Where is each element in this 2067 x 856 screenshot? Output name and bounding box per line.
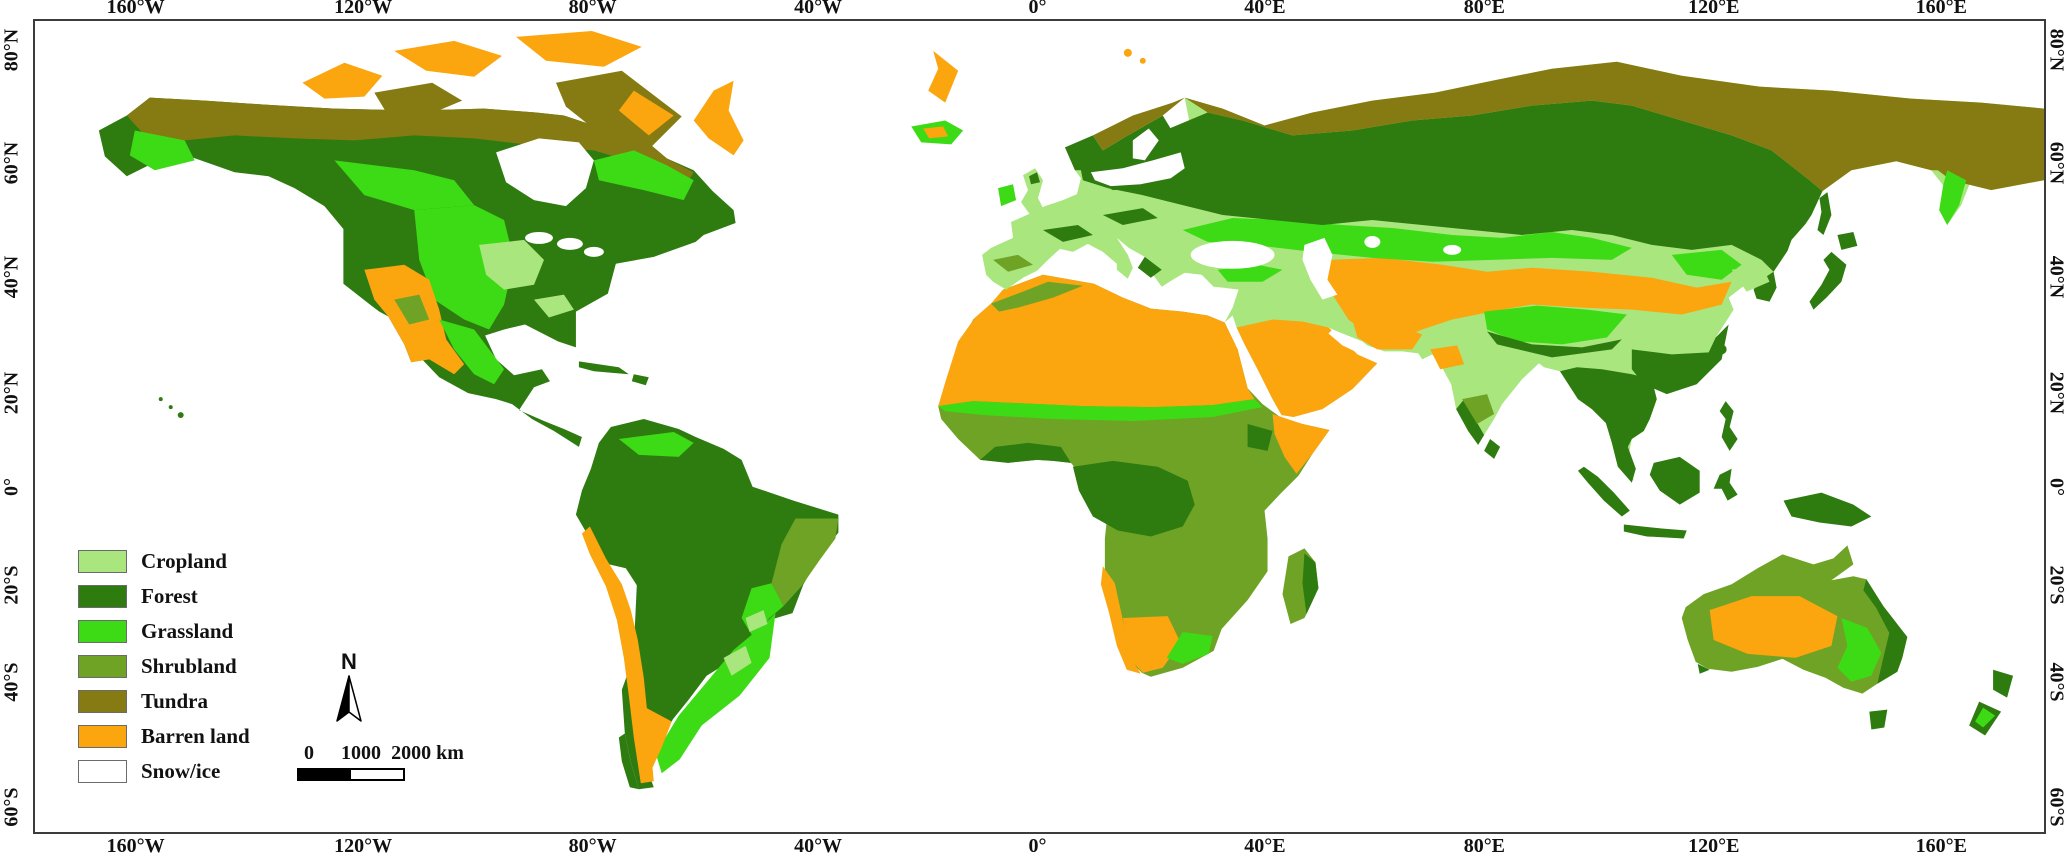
legend-box: Cropland Forest Grassland Shrubland Tundra Ba… xyxy=(78,544,250,789)
axis-tick-label: 80°W xyxy=(568,835,617,856)
axis-tick-label: 0° xyxy=(1028,835,1047,856)
axis-tick-label: 40°N xyxy=(0,256,23,299)
axis-tick-label: 40°E xyxy=(1244,0,1286,18)
axis-tick-label: 80°N xyxy=(0,28,23,72)
axis-tick-label: 0° xyxy=(1028,0,1047,18)
legend-label-tundra: Tundra xyxy=(141,689,208,713)
axis-tick-label: 60°S xyxy=(0,787,23,827)
axis-left: 80°N 60°N 40°N 20°N 0° 20°S 40°S 60°S xyxy=(0,19,31,834)
map-frame xyxy=(33,19,2046,834)
axis-tick-label: 120°W xyxy=(334,835,393,856)
scale-bar-segment-empty xyxy=(351,770,403,779)
axis-right: 80°N 60°N 40°N 20°N 0° 20°S 40°S 60°S xyxy=(2045,19,2067,834)
legend-swatch-shrubland xyxy=(78,655,127,678)
scale-bar-labels: 0 1000 2000 km xyxy=(297,742,477,764)
axis-tick-label: 80°W xyxy=(568,0,617,18)
axis-tick-label: 160°W xyxy=(106,835,165,856)
scale-bar-tick-label: 2000 km xyxy=(391,742,464,764)
legend-label-snow: Snow/ice xyxy=(141,759,221,783)
axis-tick-label: 40°S xyxy=(2045,662,2067,702)
axis-tick-label: 0° xyxy=(0,477,23,496)
axis-tick-label: 60°S xyxy=(2045,787,2067,827)
axis-tick-label: 60°N xyxy=(0,142,23,185)
axis-tick-label: 160°W xyxy=(106,0,165,18)
axis-tick-label: 40°S xyxy=(0,662,23,702)
axis-tick-label: 60°N xyxy=(2045,142,2067,185)
legend-swatch-barren xyxy=(78,725,127,748)
axis-tick-label: 40°W xyxy=(794,0,843,18)
axis-tick-label: 160°E xyxy=(1915,0,1967,18)
axis-tick-label: 40°N xyxy=(2045,256,2067,299)
legend-item-shrubland: Shrubland xyxy=(78,649,250,684)
legend-swatch-tundra xyxy=(78,690,127,713)
legend-item-grassland: Grassland xyxy=(78,614,250,649)
axis-tick-label: 40°W xyxy=(794,835,843,856)
axis-tick-label: 120°E xyxy=(1688,0,1740,18)
scale-bar: 0 1000 2000 km xyxy=(297,742,477,781)
axis-tick-label: 80°E xyxy=(1463,0,1506,18)
legend-swatch-grassland xyxy=(78,620,127,643)
axis-tick-label: 20°N xyxy=(0,371,23,415)
axis-tick-label: 80°N xyxy=(2045,28,2067,72)
axis-tick-label: 160°E xyxy=(1915,835,1967,856)
legend-swatch-snow xyxy=(78,760,127,783)
axis-tick-label: 40°E xyxy=(1244,835,1286,856)
north-arrow-icon xyxy=(336,675,362,722)
scale-bar-tick-label: 1000 xyxy=(341,742,381,764)
scale-bar-graphic xyxy=(297,768,405,781)
north-arrow-label: N xyxy=(341,649,357,674)
legend-item-snow: Snow/ice xyxy=(78,754,250,789)
axis-tick-label: 80°E xyxy=(1463,835,1506,856)
axis-bottom: 160°W 120°W 80°W 40°W 0° 40°E 80°E 120°E 160°E xyxy=(33,835,2046,856)
axis-tick-label: 20°S xyxy=(2045,565,2067,605)
legend-label-barren: Barren land xyxy=(141,724,250,748)
legend-swatch-forest xyxy=(78,585,127,608)
axis-top: 160°W 120°W 80°W 40°W 0° 40°E 80°E 120°E 160°E xyxy=(33,0,2046,18)
legend-label-cropland: Cropland xyxy=(141,549,227,573)
axis-tick-label: 20°N xyxy=(2045,371,2067,415)
north-arrow: N xyxy=(326,651,372,723)
legend-swatch-cropland xyxy=(78,550,127,573)
legend-item-tundra: Tundra xyxy=(78,684,250,719)
world-land-cover-map xyxy=(98,30,2044,790)
legend-label-shrubland: Shrubland xyxy=(141,654,237,678)
axis-tick-label: 120°W xyxy=(334,0,393,18)
legend-label-forest: Forest xyxy=(141,584,198,608)
legend-item-cropland: Cropland xyxy=(78,544,250,579)
scale-bar-tick-label: 0 xyxy=(304,742,314,764)
scale-bar-segment-filled xyxy=(299,770,351,779)
axis-tick-label: 0° xyxy=(2045,477,2067,496)
legend-item-forest: Forest xyxy=(78,579,250,614)
axis-tick-label: 120°E xyxy=(1688,835,1740,856)
legend-item-barren: Barren land xyxy=(78,719,250,754)
legend-label-grassland: Grassland xyxy=(141,619,234,643)
axis-tick-label: 20°S xyxy=(0,565,23,605)
